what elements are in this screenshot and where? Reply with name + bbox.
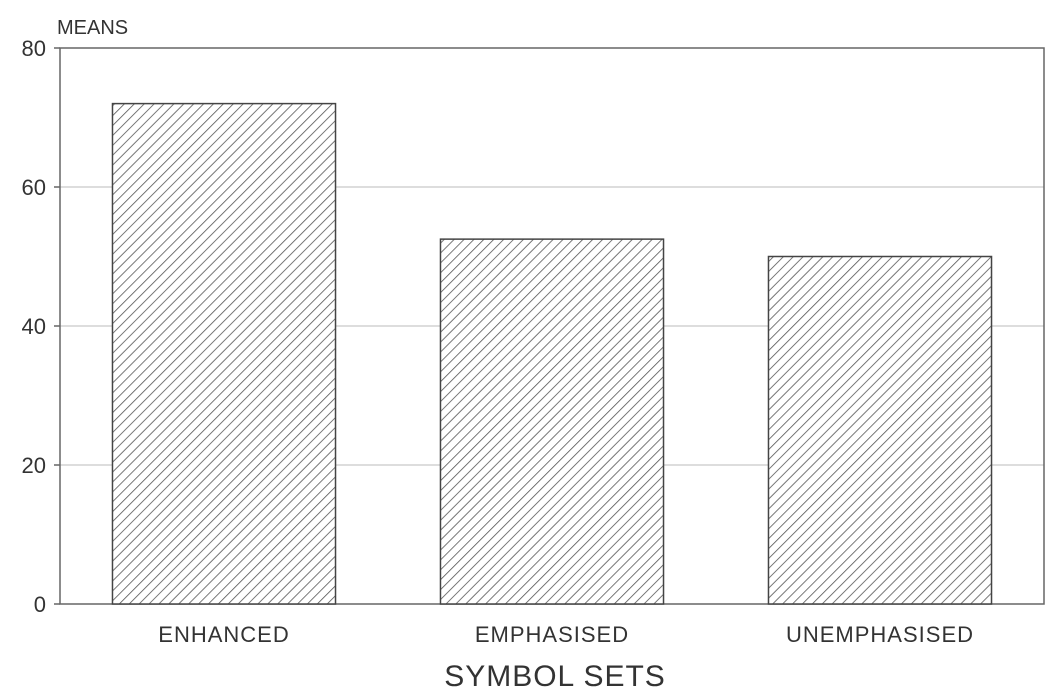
y-tick-label: 40 [22,314,46,339]
x-tick-label: ENHANCED [158,622,289,647]
x-tick-label: UNEMPHASISED [786,622,974,647]
y-tick-label: 60 [22,175,46,200]
bar-enhanced [111,102,337,605]
bar-emphasised [439,238,665,605]
x-axis-title: SYMBOL SETS [444,660,666,693]
y-axis-label: MEANS [57,17,128,39]
x-tick-label: EMPHASISED [475,622,629,647]
category-labels: ENHANCED EMPHASISED UNEMPHASISED [158,622,974,647]
y-tick-labels: 0 20 40 60 80 [22,36,60,617]
bars [111,102,993,605]
y-tick-label: 20 [22,453,46,478]
bar-unemphasised [767,255,993,605]
y-tick-label: 0 [34,592,46,617]
y-tick-label: 80 [22,36,46,61]
